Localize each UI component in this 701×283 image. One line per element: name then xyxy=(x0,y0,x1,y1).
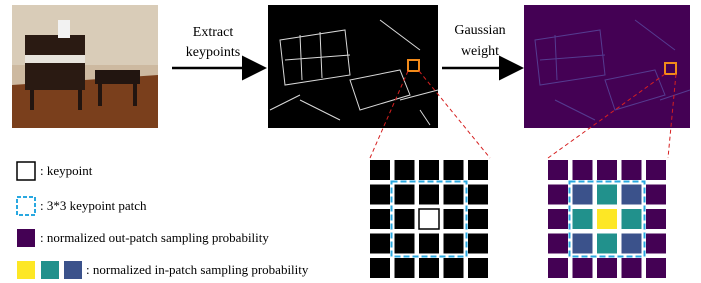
legend-swatch xyxy=(17,197,35,215)
patch-cell xyxy=(468,160,488,180)
legend-text: : normalized out-patch sampling probabil… xyxy=(40,230,269,245)
legend-swatch xyxy=(41,261,59,279)
patch-cell xyxy=(444,258,464,278)
patch-cell xyxy=(444,160,464,180)
patch-cell xyxy=(573,185,593,205)
step-label: keypoints xyxy=(186,45,240,60)
patch-cell xyxy=(646,185,666,205)
patch-cell xyxy=(444,185,464,205)
patch-cell xyxy=(468,185,488,205)
weighted-image xyxy=(524,5,690,128)
patch-cell xyxy=(370,209,390,229)
patch-cell xyxy=(622,185,642,205)
figure: Extract keypoints Gaussian weight : keyp… xyxy=(0,0,701,283)
patch-cell xyxy=(395,209,415,229)
patch-cell xyxy=(573,258,593,278)
patch-cell xyxy=(646,160,666,180)
patch-cell xyxy=(419,234,439,254)
patch-cell xyxy=(370,234,390,254)
patch-cell xyxy=(370,160,390,180)
patch-cell xyxy=(597,160,617,180)
patch-cell xyxy=(646,209,666,229)
legend-text: : keypoint xyxy=(40,163,93,178)
patch-cell xyxy=(646,234,666,254)
patch-cell xyxy=(548,209,568,229)
patch-cell xyxy=(622,258,642,278)
patch-cell xyxy=(548,160,568,180)
patch-cell xyxy=(468,234,488,254)
patch-cell xyxy=(573,160,593,180)
patch-cell xyxy=(395,185,415,205)
photo xyxy=(12,5,158,128)
patch-grids xyxy=(370,160,666,278)
legend-text: : normalized in-patch sampling probabili… xyxy=(86,262,309,277)
patch-cell xyxy=(597,209,617,229)
patch-cell xyxy=(370,185,390,205)
keypoint-image xyxy=(268,5,438,128)
patch-cell xyxy=(444,209,464,229)
patch-cell xyxy=(646,258,666,278)
patch-cell xyxy=(395,258,415,278)
patch-cell xyxy=(622,160,642,180)
legend: : keypoint : 3*3 keypoint patch : normal… xyxy=(17,162,309,279)
patch-cell xyxy=(548,258,568,278)
legend-swatch xyxy=(17,162,35,180)
patch-cell xyxy=(573,234,593,254)
legend-swatch xyxy=(17,261,35,279)
patch-cell xyxy=(444,234,464,254)
patch-cell xyxy=(370,258,390,278)
patch-cell xyxy=(548,234,568,254)
legend-swatch xyxy=(64,261,82,279)
patch-cell xyxy=(419,185,439,205)
legend-text: : 3*3 keypoint patch xyxy=(40,198,147,213)
patch-cell xyxy=(395,160,415,180)
step-label: weight xyxy=(461,44,499,59)
patch-cell xyxy=(419,160,439,180)
patch-cell xyxy=(468,258,488,278)
step-label: Gaussian xyxy=(454,23,505,38)
patch-cell xyxy=(622,209,642,229)
step-label: Extract xyxy=(193,25,234,40)
patch-cell xyxy=(419,258,439,278)
patch-cell xyxy=(597,234,617,254)
patch-cell xyxy=(395,234,415,254)
patch-cell xyxy=(548,185,568,205)
patch-cell xyxy=(419,209,439,229)
patch-cell xyxy=(468,209,488,229)
patch-cell xyxy=(622,234,642,254)
patch-cell xyxy=(597,258,617,278)
patch-cell xyxy=(573,209,593,229)
legend-swatch xyxy=(17,229,35,247)
patch-cell xyxy=(597,185,617,205)
